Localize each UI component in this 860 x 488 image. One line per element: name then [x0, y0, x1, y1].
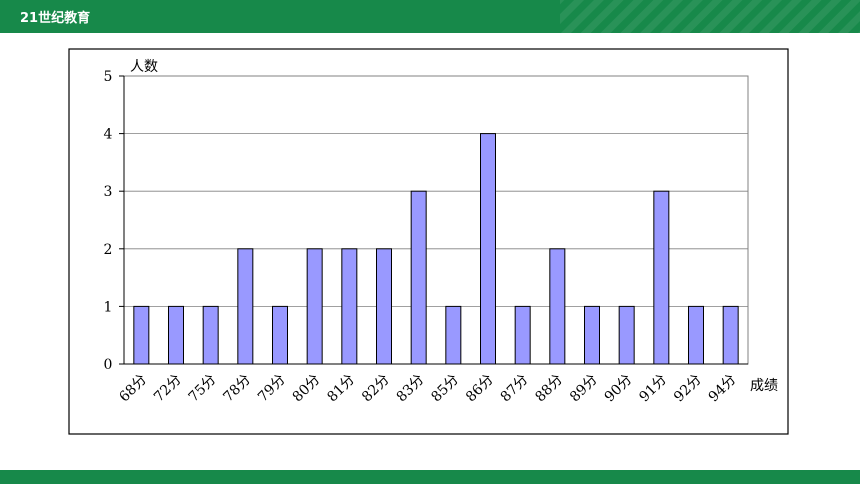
bar [549, 248, 566, 365]
bar [202, 305, 219, 365]
y-tick-label: 0 [104, 357, 113, 373]
bar [584, 305, 600, 365]
bar [480, 133, 496, 365]
bar [514, 305, 531, 365]
y-tick-label: 3 [104, 184, 113, 200]
bar [272, 305, 288, 365]
bar [618, 305, 635, 365]
bar [445, 305, 462, 365]
y-tick-label: 2 [104, 242, 113, 258]
bar [168, 305, 184, 365]
bar [376, 248, 392, 365]
bar [237, 248, 254, 365]
logo: 21世纪教育 [20, 10, 90, 26]
y-tick-label: 4 [104, 127, 113, 143]
x-axis-label: 成绩 [750, 378, 778, 394]
footer-bar [0, 470, 860, 484]
bar [722, 305, 739, 365]
y-tick-label: 5 [104, 69, 113, 85]
header-pattern [560, 0, 860, 33]
bar [133, 305, 150, 365]
y-tick-label: 1 [104, 299, 113, 315]
bar [688, 305, 704, 365]
bar [306, 248, 323, 365]
bar [341, 248, 358, 365]
bar [653, 190, 670, 365]
bar [410, 190, 427, 365]
y-axis-label: 人数 [130, 59, 158, 75]
